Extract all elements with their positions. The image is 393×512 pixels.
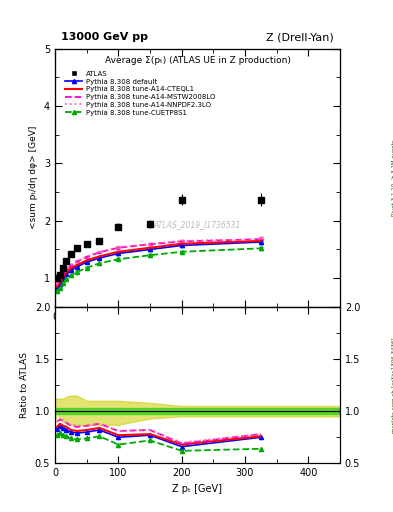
- Y-axis label: <sum pₜ/dη dφ> [GeV]: <sum pₜ/dη dφ> [GeV]: [29, 126, 39, 229]
- Text: mcplots.cern.ch [arXiv:1306.3436]: mcplots.cern.ch [arXiv:1306.3436]: [391, 337, 393, 433]
- Text: ATLAS_2019_I1736531: ATLAS_2019_I1736531: [154, 220, 241, 229]
- X-axis label: Z pₜ [GeV]: Z pₜ [GeV]: [173, 484, 222, 494]
- Text: Average Σ(pₜ) (ATLAS UE in Z production): Average Σ(pₜ) (ATLAS UE in Z production): [105, 56, 290, 66]
- Y-axis label: Ratio to ATLAS: Ratio to ATLAS: [20, 352, 29, 418]
- Text: 13000 GeV pp: 13000 GeV pp: [61, 32, 148, 42]
- Text: Rivet 3.1.10, ≥ 3.1M events: Rivet 3.1.10, ≥ 3.1M events: [391, 139, 393, 216]
- Text: Z (Drell-Yan): Z (Drell-Yan): [266, 32, 334, 42]
- Legend: ATLAS, Pythia 8.308 default, Pythia 8.308 tune-A14-CTEQL1, Pythia 8.308 tune-A14: ATLAS, Pythia 8.308 default, Pythia 8.30…: [64, 70, 216, 116]
